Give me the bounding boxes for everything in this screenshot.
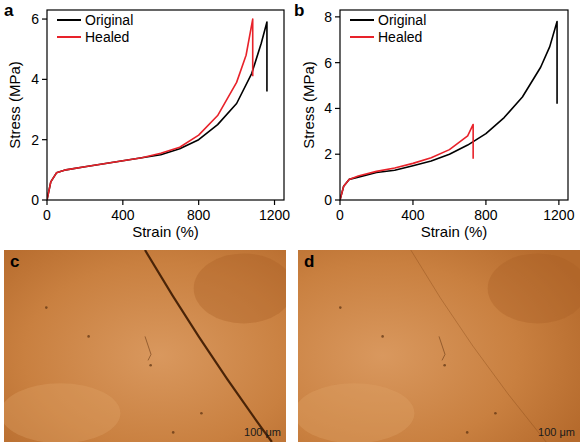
y-tick-label: 0 (324, 192, 332, 208)
speck (466, 431, 469, 434)
plot-frame (47, 10, 284, 200)
y-tick-label: 2 (31, 132, 39, 148)
legend-swatch (350, 19, 374, 21)
shade (488, 253, 580, 323)
y-tick-label: 2 (324, 146, 332, 162)
x-tick-label: 400 (111, 207, 135, 223)
panel-b: 0 400 800 1200 0 2 4 6 8 Strain (%) Stress (MPa) b O… (294, 1, 575, 240)
y-tick (42, 199, 47, 200)
speck (381, 335, 384, 338)
scratch (145, 336, 151, 360)
y-tick-label: 0 (31, 192, 39, 208)
x-tick (558, 200, 559, 205)
x-tick-label: 400 (401, 207, 425, 223)
panel-label: b (294, 1, 304, 20)
legend-label: Original (85, 12, 133, 28)
y-tick (335, 16, 340, 17)
x-tick (339, 200, 340, 205)
x-tick-label: 0 (43, 207, 51, 223)
series-line (340, 21, 557, 200)
y-tick (42, 79, 47, 80)
x-tick-label: 800 (187, 207, 211, 223)
y-axis-title: Stress (MPa) (300, 61, 317, 149)
data-group (47, 19, 267, 200)
speck (494, 412, 497, 415)
y-tick (335, 62, 340, 63)
x-tick-label: 0 (336, 207, 344, 223)
image-body (298, 250, 580, 442)
scale-label: 100 μm (538, 426, 575, 438)
x-tick (46, 200, 47, 205)
series-line (47, 22, 267, 200)
x-axis-title: Strain (%) (421, 223, 488, 240)
y-tick-label: 4 (31, 71, 39, 87)
y-tick-label: 8 (324, 9, 332, 25)
legend-swatch (57, 19, 81, 21)
series-line (47, 19, 253, 200)
x-tick-label: 1200 (543, 207, 574, 223)
speck (45, 306, 48, 309)
figure: 040080012000246Strain (%)Stress (MPa)aOr… (0, 0, 584, 446)
x-tick (274, 200, 275, 205)
panel-label: d (304, 252, 314, 271)
speck (149, 364, 152, 367)
micrograph-d: d 100 μm (294, 250, 584, 443)
x-tick (412, 200, 413, 205)
image-body (4, 250, 286, 442)
speck (172, 431, 175, 434)
shade (4, 383, 120, 442)
x-tick (485, 200, 486, 205)
y-tick (42, 18, 47, 19)
x-axis-title: Strain (%) (132, 223, 199, 240)
y-tick-label: 4 (324, 100, 332, 116)
healed-crack (411, 250, 546, 442)
y-tick (335, 154, 340, 155)
scale-label: 100 μm (244, 426, 281, 438)
y-tick-label: 6 (31, 11, 39, 27)
shade (298, 383, 414, 442)
crack (145, 250, 272, 442)
x-tick (198, 200, 199, 205)
y-tick-label: 6 (324, 55, 332, 71)
legend-label: Healed (85, 29, 129, 45)
y-axis-title: Stress (MPa) (6, 61, 23, 149)
series-line (340, 124, 473, 200)
panel-a: 0 400 800 1200 0 2 4 6 Strain (%) Stress (MPa) a Or… (4, 1, 290, 240)
x-tick (122, 200, 123, 205)
legend-swatch (350, 36, 374, 38)
speck (87, 335, 90, 338)
data-group (340, 21, 557, 200)
panel-label: a (4, 1, 14, 20)
shade (194, 253, 286, 323)
micrograph-c: c 100 μm (0, 250, 293, 443)
legend-label: Original (378, 12, 426, 28)
plot-frame (340, 10, 568, 200)
scratch (439, 336, 445, 360)
panel-label: c (10, 252, 19, 271)
y-tick (42, 139, 47, 140)
speck (339, 306, 342, 309)
speck (443, 364, 446, 367)
legend-swatch (57, 36, 81, 38)
y-tick (335, 108, 340, 109)
speck (200, 412, 203, 415)
x-tick-label: 1200 (259, 207, 290, 223)
x-tick-label: 800 (474, 207, 498, 223)
legend-label: Healed (378, 29, 422, 45)
y-tick (335, 199, 340, 200)
